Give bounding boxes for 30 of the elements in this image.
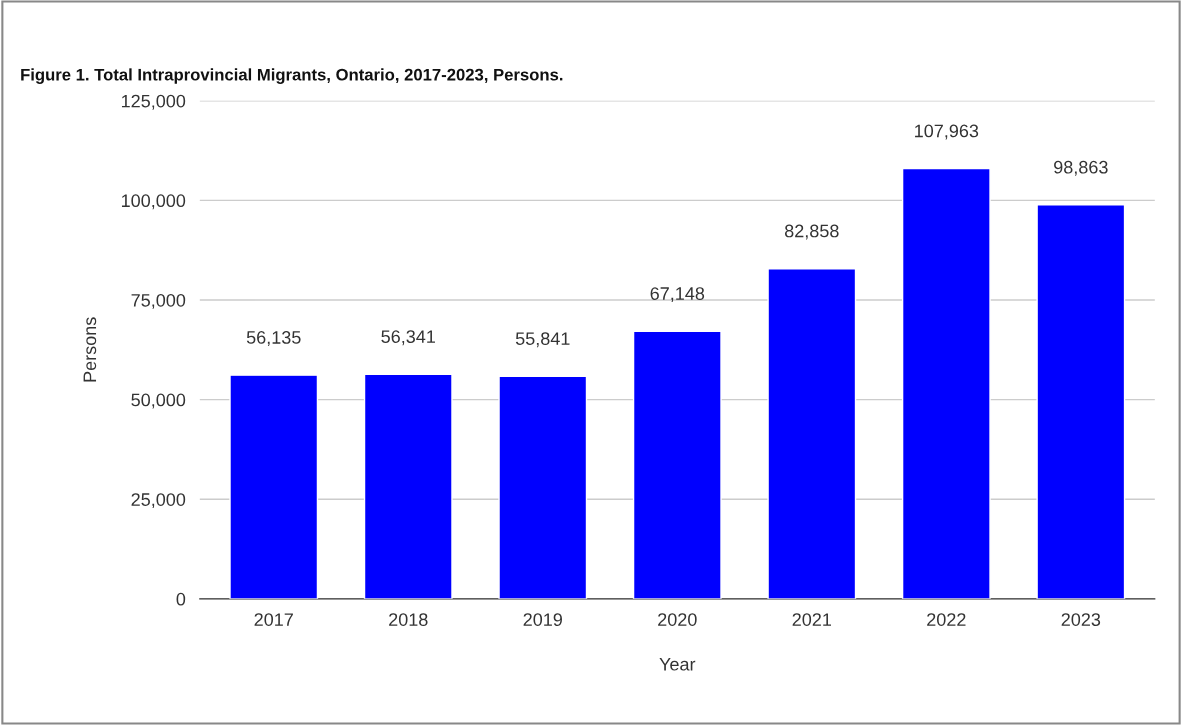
y-tick-label: 25,000: [131, 493, 186, 509]
x-tick-label: 2019: [523, 613, 562, 626]
data-label: 107,963: [915, 124, 979, 140]
data-label: 82,858: [784, 224, 839, 240]
data-label: 56,135: [246, 331, 301, 346]
y-tick-label: 75,000: [131, 293, 186, 309]
bar: [229, 374, 319, 599]
x-tick-label: 2023: [1061, 613, 1101, 626]
y-tick-label: 50,000: [131, 393, 186, 409]
data-label: 56,341: [381, 330, 435, 346]
bar: [1036, 204, 1126, 599]
x-tick-label: 2022: [927, 613, 966, 626]
data-label: 55,841: [515, 332, 570, 348]
y-axis-title: Persons: [83, 317, 97, 382]
bar: [498, 375, 588, 599]
bar: [767, 267, 857, 599]
bar: [901, 167, 991, 599]
data-label: 67,148: [650, 287, 705, 303]
x-tick-label: 2017: [254, 613, 293, 626]
x-tick-label: 2021: [792, 613, 832, 626]
x-axis-title: Year: [659, 658, 696, 671]
x-tick-label: 2018: [389, 613, 428, 626]
bar: [363, 373, 453, 599]
data-label: 98,863: [1054, 160, 1108, 176]
chart-title: Figure 1. Total Intraprovincial Migrants, Ontario, 2017-2023, Persons.: [21, 68, 563, 84]
bar: [632, 330, 722, 599]
y-tick-label: 125,000: [121, 94, 186, 110]
y-tick-label: 100,000: [121, 194, 186, 210]
x-tick-label: 2020: [658, 613, 697, 626]
y-tick-label: 0: [176, 592, 186, 606]
